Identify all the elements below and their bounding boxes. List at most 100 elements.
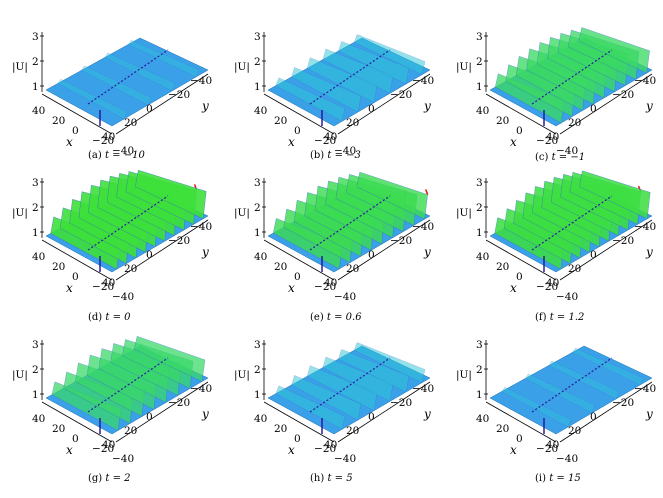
- y-tick-label: 40: [102, 439, 115, 451]
- subfigure-caption: (i) t = 15: [535, 473, 581, 484]
- subfigure-h: 3 2 1 |U| 40 20 0 −20 −40 x −40 −20 0 20 40 y: [230, 338, 440, 498]
- y-axis-label: y: [645, 407, 653, 421]
- x-tick-label: 40: [476, 251, 489, 263]
- z-tick-label: 3: [254, 31, 261, 43]
- x-tick-label: 40: [32, 413, 45, 425]
- x-tick-label: 0: [72, 433, 79, 445]
- y-tick-label: 20: [124, 117, 137, 129]
- caption-time: t = 2: [105, 473, 131, 484]
- y-tick-label: 0: [590, 249, 597, 261]
- x-tick-label: 0: [294, 125, 301, 137]
- y-tick-label: 40: [546, 277, 559, 289]
- soliton-core: [531, 49, 613, 105]
- x-tick-label: −20: [92, 281, 114, 293]
- y-tick-label: −20: [612, 89, 634, 101]
- y-tick-label: −40: [634, 383, 656, 395]
- subfigure-g: 3 2 1 |U| 40 20 0 −20 −40 x −40 −20 0 20 40 y: [8, 336, 218, 498]
- z-tick-label: 2: [254, 364, 261, 376]
- y-tick-label: 0: [146, 411, 153, 423]
- y-tick-label: −20: [168, 397, 190, 409]
- x-axis-label: x: [66, 281, 73, 295]
- y-tick-label: 20: [346, 263, 359, 275]
- caption-label: (f): [535, 312, 547, 323]
- surface-ridge: [275, 77, 346, 122]
- z-tick-label: 2: [32, 364, 39, 376]
- y-tick-label: 40: [324, 131, 337, 143]
- y-tick-label: −20: [168, 235, 190, 247]
- x-tick-label: 20: [274, 115, 287, 127]
- caption-label: (a): [88, 150, 102, 161]
- x-axis-line: [41, 93, 113, 135]
- x-tick-label: −20: [536, 281, 558, 293]
- z-tick-label: 3: [254, 339, 261, 351]
- z-tick-label: 3: [476, 31, 483, 43]
- x-tick-label: 40: [254, 413, 267, 425]
- x-tick-label: 20: [496, 115, 509, 127]
- surface-peak: [424, 189, 429, 195]
- y-tick-label: −20: [612, 397, 634, 409]
- y-tick-label: −40: [412, 383, 434, 395]
- y-tick-label: −40: [190, 75, 212, 87]
- x-tick-label: 0: [72, 125, 79, 137]
- subfigure-f: 3 2 1 |U| 40 20 0 −20 −40 x −40 −20 0 20 40 y: [452, 170, 662, 336]
- caption-time: t = 0.6: [326, 312, 362, 323]
- soliton-core: [87, 195, 169, 251]
- z-axis-label: |U|: [234, 369, 250, 382]
- y-axis-line: [559, 73, 653, 135]
- caption-label: (h): [310, 473, 325, 484]
- surface-ridge: [275, 385, 346, 430]
- x-tick-label: 20: [274, 261, 287, 273]
- z-tick-label: 3: [254, 177, 261, 189]
- z-tick-label: 1: [254, 81, 261, 93]
- caption-time: t = 5: [327, 473, 353, 484]
- x-tick-label: −20: [92, 135, 114, 147]
- x-axis-label: x: [510, 281, 517, 295]
- z-tick-label: 2: [476, 56, 483, 68]
- x-tick-label: 40: [254, 251, 267, 263]
- x-axis-label: x: [66, 135, 73, 149]
- y-tick-label: 0: [146, 249, 153, 261]
- y-tick-label: 0: [590, 411, 597, 423]
- x-axis-label: x: [288, 281, 295, 295]
- z-axis-label: |U|: [456, 61, 472, 74]
- soliton-core: [309, 357, 391, 413]
- x-tick-label: 20: [52, 115, 65, 127]
- x-tick-label: −20: [314, 135, 336, 147]
- caption-label: (g): [88, 473, 103, 484]
- y-tick-label: 20: [568, 117, 581, 129]
- z-tick-label: 3: [476, 177, 483, 189]
- surface-ridge: [104, 52, 176, 92]
- surface-ridge: [353, 342, 426, 383]
- y-tick-label: −40: [634, 221, 656, 233]
- x-tick-label: 20: [496, 261, 509, 273]
- y-tick-label: 0: [368, 411, 375, 423]
- x-tick-label: −20: [92, 443, 114, 455]
- y-tick-label: 40: [546, 439, 559, 451]
- surface-ridge: [127, 39, 200, 78]
- x-tick-label: 20: [52, 423, 65, 435]
- surface-ridge: [133, 336, 206, 382]
- y-tick-label: 20: [124, 263, 137, 275]
- surface-ridge: [571, 347, 644, 386]
- caption-label: (d): [88, 312, 103, 323]
- y-tick-label: −20: [612, 235, 634, 247]
- z-tick-label: 2: [32, 56, 39, 68]
- soliton-core: [87, 357, 169, 413]
- x-axis-line: [263, 401, 335, 443]
- z-tick-label: 2: [254, 56, 261, 68]
- x-tick-label: 0: [72, 271, 79, 283]
- y-tick-label: 40: [102, 277, 115, 289]
- caption-time: t = −10: [104, 150, 145, 161]
- y-axis-label: y: [201, 245, 209, 259]
- y-tick-label: −40: [190, 383, 212, 395]
- y-tick-label: 40: [324, 277, 337, 289]
- x-tick-label: −20: [314, 443, 336, 455]
- y-axis-label: y: [201, 99, 209, 113]
- x-axis-label: x: [288, 443, 295, 457]
- caption-time: t = 15: [549, 473, 581, 484]
- y-axis-label: y: [423, 407, 431, 421]
